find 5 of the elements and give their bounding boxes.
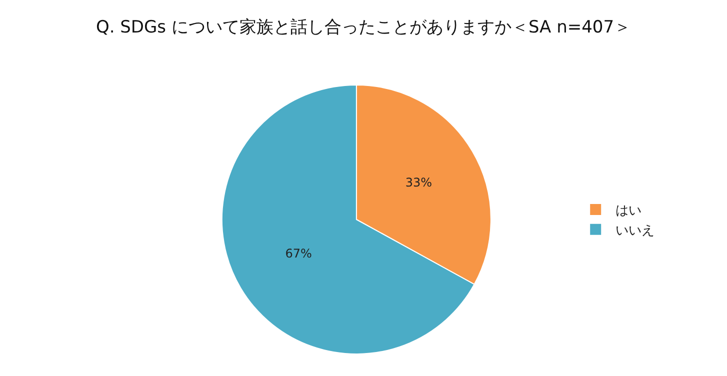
- data-label: 33%: [405, 176, 432, 190]
- chart-title: Q. SDGs について家族と話し合ったことがありますか＜SA n=407＞: [96, 17, 632, 38]
- legend-label: はい: [616, 204, 642, 219]
- legend-label: いいえ: [616, 223, 655, 238]
- data-label: 67%: [285, 246, 312, 261]
